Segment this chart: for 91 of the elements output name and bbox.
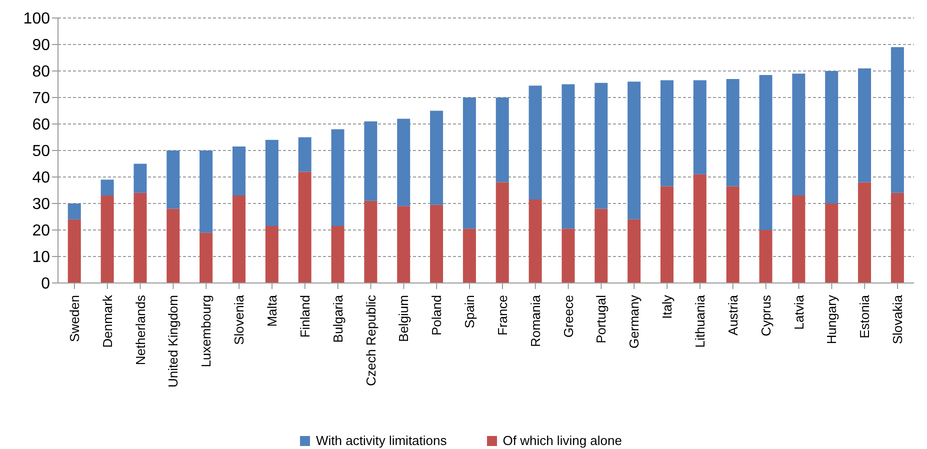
bar — [594, 208, 608, 283]
bar — [726, 186, 740, 283]
bar — [890, 47, 904, 193]
bar — [100, 196, 114, 283]
bar — [265, 226, 278, 283]
bar — [825, 71, 838, 204]
bar — [430, 110, 444, 205]
y-tick-label: 30 — [32, 196, 50, 214]
x-tick-label: Czech Republic — [363, 294, 378, 386]
bar — [562, 228, 575, 283]
bar — [397, 206, 410, 283]
bar — [825, 204, 838, 283]
bar — [100, 180, 114, 196]
legend-label: Of which living alone — [502, 433, 622, 448]
bar — [232, 196, 246, 283]
bar — [693, 174, 706, 283]
bar — [594, 82, 608, 209]
x-tick-label: Austria — [725, 294, 740, 336]
bar — [528, 200, 542, 283]
bar — [166, 150, 180, 209]
x-tick-label: Slovenia — [232, 294, 247, 345]
x-tick-label: Finland — [297, 295, 312, 338]
bar — [628, 82, 641, 220]
x-tick-label: Romania — [528, 294, 543, 348]
bar — [232, 146, 246, 196]
bar — [364, 200, 378, 283]
bar — [890, 192, 904, 283]
x-tick-label: Lithuania — [692, 294, 708, 348]
bar — [528, 86, 542, 200]
bar — [134, 192, 147, 283]
y-tick-label: 10 — [32, 249, 50, 266]
y-tick-label: 40 — [32, 170, 50, 187]
x-tick-label: Latvia — [791, 294, 806, 330]
bar — [200, 150, 213, 233]
legend-label: With activity limitations — [316, 433, 447, 448]
x-tick-label: Sweden — [66, 295, 82, 342]
bar — [660, 80, 674, 186]
bar — [858, 182, 872, 283]
x-tick-label: Slovakia — [890, 294, 906, 344]
bar — [397, 118, 410, 206]
x-tick-label: Hungary — [824, 294, 840, 344]
bar — [331, 129, 344, 226]
y-tick-label: 90 — [32, 37, 50, 54]
bar — [858, 68, 872, 182]
x-tick-label: Germany — [626, 294, 642, 348]
bar — [496, 98, 509, 182]
y-tick-label: 0 — [41, 276, 50, 293]
bar — [68, 204, 81, 220]
bar — [68, 219, 81, 283]
bar — [462, 98, 476, 229]
bar — [792, 196, 806, 283]
bar — [166, 208, 180, 283]
bar — [628, 219, 641, 283]
bar — [298, 172, 312, 283]
bar — [430, 204, 444, 283]
x-tick-label: Belgium — [396, 295, 412, 342]
bar — [200, 232, 213, 283]
x-tick-label: France — [494, 295, 510, 336]
x-tick-label: Cyprus — [758, 294, 774, 336]
bar — [496, 182, 509, 283]
y-tick-label: 100 — [23, 10, 50, 28]
x-tick-label: Poland — [429, 295, 444, 336]
x-tick-label: Estonia — [857, 294, 872, 338]
bar — [462, 228, 476, 283]
x-tick-label: Bulgaria — [330, 294, 346, 343]
bar — [298, 137, 312, 172]
bar — [364, 121, 378, 201]
x-tick-label: Denmark — [100, 294, 115, 348]
x-tick-label: United Kingdom — [166, 295, 181, 388]
x-tick-label: Italy — [660, 294, 675, 319]
bar — [759, 74, 772, 230]
bar — [792, 74, 806, 196]
x-tick-label: Netherlands — [132, 294, 148, 366]
y-tick-label: 50 — [32, 143, 50, 160]
y-tick-label: 80 — [32, 64, 50, 81]
bar — [562, 84, 575, 229]
y-tick-label: 60 — [32, 116, 50, 134]
bar — [265, 140, 278, 226]
bar — [331, 226, 344, 283]
bar — [693, 80, 706, 174]
bar — [726, 78, 740, 186]
x-tick-label: Spain — [462, 295, 478, 328]
x-tick-label: Malta — [264, 294, 280, 327]
x-tick-label: Greece — [560, 295, 576, 338]
bar — [660, 186, 674, 283]
x-tick-label: Portugal — [594, 294, 609, 344]
bar — [134, 164, 147, 193]
bar — [759, 230, 772, 283]
x-tick-label: Luxembourg — [198, 295, 214, 368]
y-tick-label: 20 — [32, 222, 50, 240]
y-tick-label: 70 — [32, 90, 50, 108]
